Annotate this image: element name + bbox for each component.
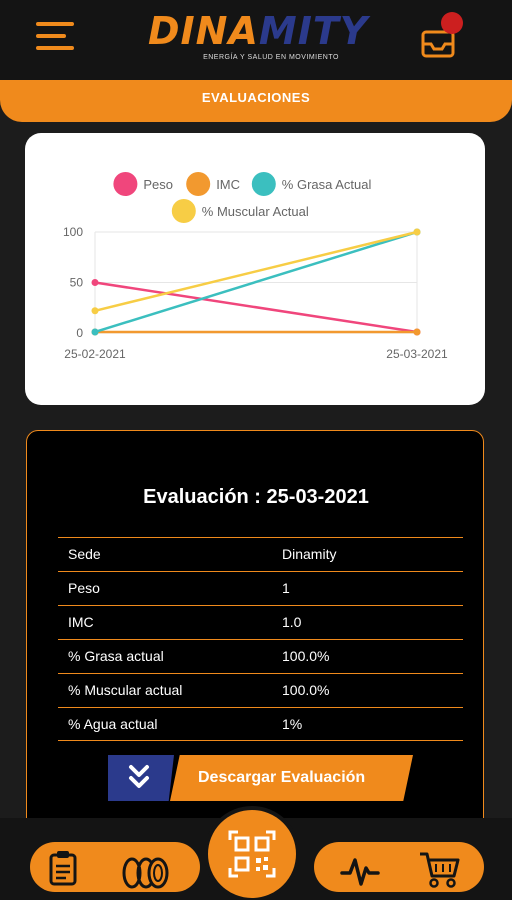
legend-label: % Grasa Actual: [282, 177, 372, 192]
legend-label: % Muscular Actual: [202, 204, 309, 219]
legend-swatch: [113, 172, 138, 196]
coins-icon[interactable]: [120, 856, 172, 895]
download-evaluation-button[interactable]: Descargar Evaluación: [108, 755, 413, 801]
legend-label: Peso: [143, 177, 173, 192]
x-tick-label: 25-02-2021: [64, 347, 126, 361]
cart-icon[interactable]: [418, 850, 462, 895]
data-point: [413, 328, 421, 336]
y-tick-label: 0: [76, 326, 83, 340]
legend-swatch: [186, 172, 211, 196]
evaluation-table: Sede Dinamity Peso 1 IMC 1.0 % Grasa actual…: [58, 537, 463, 741]
row-label: Sede: [68, 546, 101, 562]
qr-code-icon: [228, 830, 276, 878]
data-point: [413, 228, 421, 236]
row-value: Dinamity: [282, 546, 337, 562]
logo-wordmark: DINAMITY: [148, 9, 369, 53]
row-value: 100.0%: [282, 648, 330, 664]
legend-label: IMC: [216, 177, 240, 192]
row-value: 1%: [282, 716, 303, 732]
inbox-icon[interactable]: [420, 26, 456, 58]
y-tick-label: 100: [63, 225, 83, 239]
table-row: IMC 1.0: [58, 605, 463, 639]
double-chevron-down-icon: [108, 755, 174, 801]
app-logo: DINAMITY ENERGÍA Y SALUD EN MOVIMIENTO: [148, 9, 369, 66]
top-bar: [0, 0, 512, 82]
row-value: 1: [282, 580, 290, 596]
notification-badge: [441, 12, 463, 34]
table-row: % Grasa actual 100.0%: [58, 639, 463, 673]
x-tick-label: 25-03-2021: [386, 347, 448, 361]
data-point: [91, 328, 99, 336]
table-row: Peso 1: [58, 571, 463, 605]
series-line: [94, 230, 418, 334]
row-label: IMC: [68, 614, 94, 630]
section-title: EVALUACIONES: [0, 80, 512, 122]
series-line: [94, 230, 418, 312]
data-point: [91, 279, 99, 286]
evaluation-date: 25-03-2021: [266, 486, 369, 508]
heartbeat-icon[interactable]: [340, 854, 380, 893]
table-row: Sede Dinamity: [58, 537, 463, 571]
table-row: % Agua actual 1%: [58, 707, 463, 741]
chart-card: 100 50 0 25-02-2021 25-03-2021 Peso IMC % Grasa…: [25, 133, 485, 405]
qr-code-button[interactable]: [204, 806, 300, 900]
evaluation-title: Evaluación : 25-03-2021: [0, 486, 512, 509]
row-value: 1.0: [282, 614, 302, 630]
series-line: [94, 281, 418, 334]
line-chart: 100 50 0 25-02-2021 25-03-2021 Peso IMC % Grasa…: [63, 172, 448, 361]
row-label: % Muscular actual: [68, 682, 183, 698]
legend-swatch: [251, 172, 276, 196]
row-label: % Agua actual: [68, 716, 158, 732]
row-value: 100.0%: [282, 682, 330, 698]
logo-tagline: ENERGÍA Y SALUD EN MOVIMIENTO: [203, 54, 339, 61]
download-label: Descargar Evaluación: [170, 755, 413, 801]
table-row: % Muscular actual 100.0%: [58, 673, 463, 707]
legend-swatch: [171, 199, 196, 223]
row-label: % Grasa actual: [68, 648, 164, 664]
clipboard-icon[interactable]: [48, 850, 78, 891]
row-label: Peso: [68, 580, 100, 596]
data-point: [91, 307, 99, 315]
y-tick-label: 50: [70, 276, 84, 290]
hamburger-icon[interactable]: [36, 22, 74, 50]
evaluation-title-prefix: Evaluación :: [143, 486, 267, 508]
